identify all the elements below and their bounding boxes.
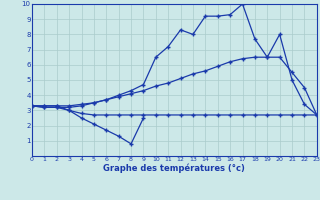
X-axis label: Graphe des températures (°c): Graphe des températures (°c)	[103, 164, 245, 173]
